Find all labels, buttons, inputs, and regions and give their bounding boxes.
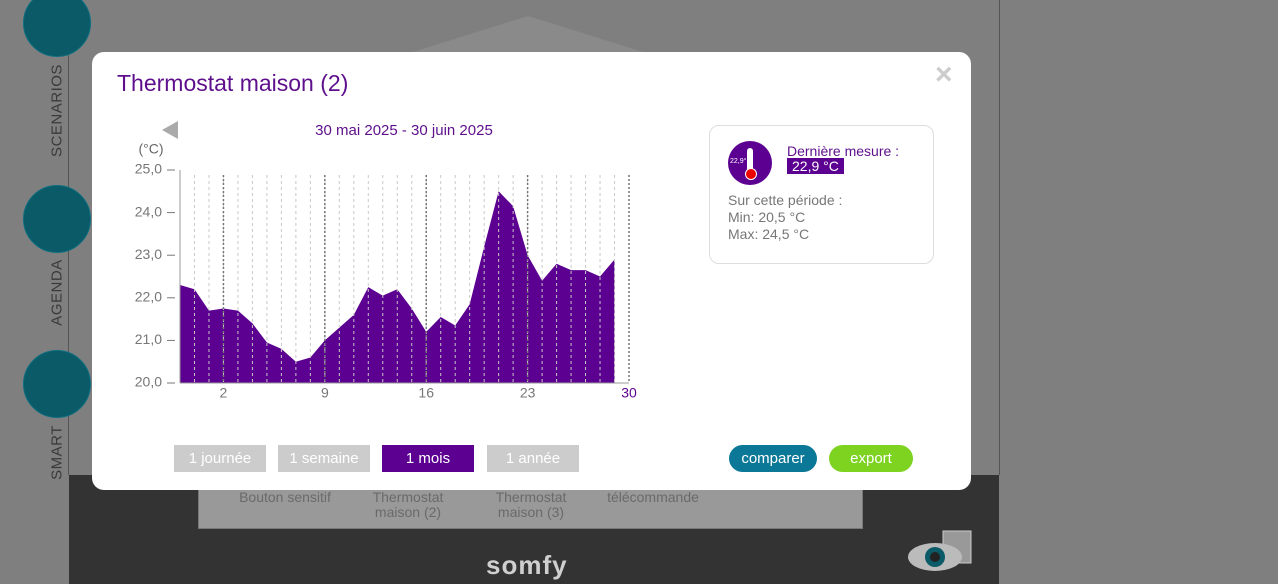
- device-label[interactable]: télécommande: [607, 489, 699, 505]
- agenda-icon[interactable]: [23, 185, 91, 253]
- icon-label: 22,9°: [730, 158, 747, 165]
- prev-arrow[interactable]: [162, 121, 178, 139]
- min-value: Min: 20,5 °C: [728, 209, 806, 225]
- x-tick-label: 16: [418, 385, 434, 401]
- x-tick-label: 30: [621, 385, 637, 401]
- device-label[interactable]: Thermostat maison (2): [372, 489, 444, 520]
- range-button[interactable]: 1 journée: [174, 445, 266, 472]
- y-tick-label: 25,0: [135, 161, 162, 177]
- chart-title: 30 mai 2025 - 30 juin 2025: [315, 122, 493, 139]
- period-label: Sur cette période :: [728, 192, 843, 208]
- export-button[interactable]: export: [829, 445, 913, 472]
- thermo-icon: 22,9°: [728, 141, 772, 185]
- device-label[interactable]: Thermostat maison (3): [495, 489, 567, 520]
- y-tick-label: 20,0: [135, 374, 162, 390]
- view-icon[interactable]: [905, 528, 975, 578]
- scenarios-icon[interactable]: [23, 0, 91, 57]
- y-tick-label: 22,0: [135, 289, 162, 305]
- x-tick-label: 9: [321, 385, 329, 401]
- y-axis-label: (°C): [138, 141, 163, 157]
- x-tick-label: 2: [220, 385, 228, 401]
- y-tick-label: 23,0: [135, 246, 162, 262]
- range-button[interactable]: 1 année: [487, 445, 579, 472]
- smart-icon[interactable]: [23, 350, 91, 418]
- brand-logo: somfy: [486, 550, 568, 580]
- close-button[interactable]: ×: [935, 58, 953, 91]
- thermo-bulb: [745, 168, 757, 180]
- area: [180, 191, 615, 383]
- range-button[interactable]: 1 mois: [382, 445, 474, 472]
- modal-title: Thermostat maison (2): [117, 70, 349, 96]
- thermo-tube: [747, 148, 753, 172]
- info-box: 22,9° Dernière mesure : 22,9 °C Sur cett…: [709, 125, 934, 264]
- last-label: Dernière mesure :: [787, 143, 900, 159]
- max-value: Max: 24,5 °C: [728, 226, 810, 242]
- compare-button[interactable]: comparer: [729, 445, 817, 472]
- device-label[interactable]: Bouton sensitif: [239, 489, 331, 505]
- last-value: 22,9 °C: [787, 158, 844, 174]
- y-tick-label: 21,0: [135, 331, 162, 347]
- x-tick-label: 23: [520, 385, 536, 401]
- range-button[interactable]: 1 semaine: [278, 445, 370, 472]
- roof-shape: [400, 16, 656, 56]
- y-tick-label: 24,0: [135, 203, 162, 219]
